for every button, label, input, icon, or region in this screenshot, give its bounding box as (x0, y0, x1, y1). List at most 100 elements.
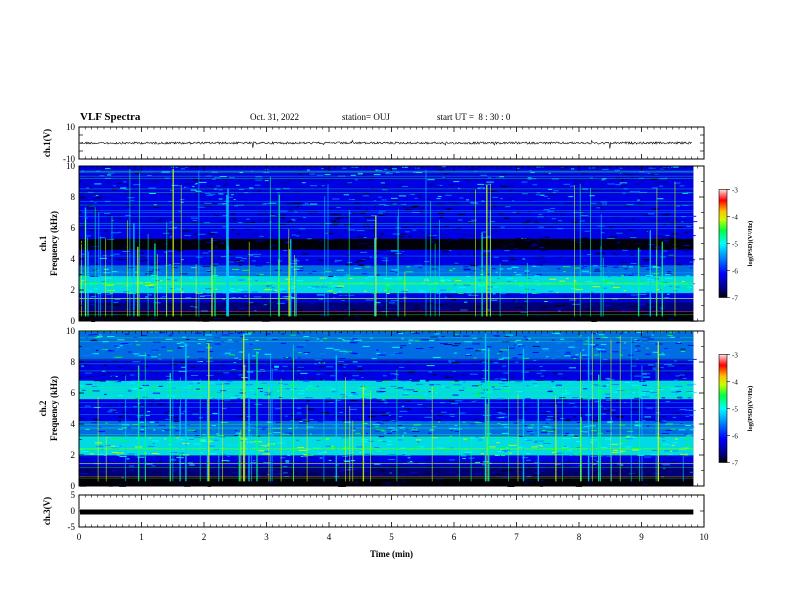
ch2-speckle (229, 349, 233, 351)
ch1-speckle (422, 255, 427, 257)
ch2-speckle (374, 479, 377, 481)
ch2-speckle (450, 440, 455, 442)
ch2-speckle (676, 397, 683, 399)
ch1-speckle (515, 290, 519, 292)
ch1-speckle (532, 242, 536, 244)
ch1-speckle (385, 285, 391, 287)
ch1-speckle (507, 281, 511, 283)
ch2-speckle (266, 339, 273, 340)
ch2-speckle (117, 366, 123, 368)
ch2-speckle (165, 478, 172, 480)
ch2-speckle (139, 483, 142, 485)
ch2-speckle (622, 451, 631, 453)
ch2-speckle (320, 378, 323, 380)
ch1-speckle (259, 196, 264, 198)
ch2-speckle (557, 373, 563, 375)
ch1-speckle (316, 174, 324, 176)
ch1-speckle (572, 303, 580, 305)
ch2-speckle (448, 426, 455, 428)
ch2-speckle (120, 343, 129, 344)
ch1-speckle (434, 238, 440, 240)
ch1-speckle (468, 294, 472, 296)
ch2-speckle (501, 366, 510, 368)
ch2-speckle (197, 382, 201, 384)
ch2-speckle (335, 360, 339, 362)
ch2-speckle (127, 390, 132, 392)
ch2-speckle (289, 464, 293, 466)
ch2-speckle (303, 381, 310, 382)
ch1-speckle (380, 233, 384, 235)
ch1-speckle (222, 203, 227, 205)
ch1-speckle (437, 195, 442, 197)
ch2-speckle (79, 385, 85, 387)
ch2-speckle (109, 463, 117, 465)
ch1-speckle (203, 205, 211, 207)
ch2-speckle (87, 478, 91, 480)
ch2-speckle (252, 460, 256, 462)
ch2-speckle (209, 472, 214, 474)
ch1-speckle (361, 273, 368, 275)
ch2-speckle (530, 379, 539, 381)
ch1-speckle (280, 214, 288, 216)
ch2-speckle (526, 377, 534, 379)
ch2-speckle (349, 341, 355, 343)
ch2-speckle (158, 424, 166, 426)
ch2-speckle (372, 398, 377, 400)
ch2-speckle (101, 348, 106, 350)
ch1-speckle (547, 226, 554, 228)
ch1-speckle (175, 166, 179, 168)
ch2-speckle (226, 408, 232, 410)
station-label: station= OUJ (342, 112, 390, 122)
ch1-speckle (557, 268, 561, 270)
ch2-speckle (533, 472, 538, 474)
ch1-speckle (136, 295, 141, 296)
ch2-speckle (680, 382, 688, 384)
ch2-speckle (605, 438, 612, 440)
ch1-speckle (348, 304, 355, 306)
ch2-speckle (94, 442, 103, 444)
ch1-speckle (295, 270, 304, 272)
ch1-speckle (254, 310, 257, 312)
ch2-speckle (570, 405, 574, 407)
ch1-speckle (386, 287, 391, 289)
ch2-speckle (551, 452, 556, 454)
ch1-speckle (508, 256, 515, 258)
ch2-speckle (89, 453, 95, 455)
ch1-speckle (647, 279, 655, 281)
ch1-speckle (648, 213, 655, 215)
ch1-speckle (116, 222, 123, 224)
ch1-speckle (305, 259, 309, 261)
ch1-speckle (80, 280, 85, 282)
ch1-speckle (627, 232, 634, 234)
ch2-speckle (347, 454, 354, 456)
ch1-speckle (383, 317, 390, 319)
ch1-speckle (363, 192, 369, 194)
ch2-speckle (365, 388, 370, 390)
ch2-speckle (153, 471, 157, 473)
ch1-speckle (101, 281, 109, 283)
ch1-speckle (255, 280, 258, 282)
ch2-speckle (632, 391, 636, 393)
ch1-speckle (253, 253, 262, 255)
ch1-speckle (427, 303, 430, 305)
ch2-speckle (542, 412, 549, 414)
ch2-speckle (619, 424, 626, 426)
ch2-speckle (335, 357, 340, 359)
ch2-speckle (636, 331, 643, 333)
ch2-speckle (646, 407, 653, 409)
ch1-speckle (548, 188, 553, 190)
ch2-speckle (474, 422, 482, 423)
ch2-speckle (495, 454, 500, 456)
ch2-speckle (338, 364, 344, 366)
ch1-speckle (164, 243, 168, 245)
ch2-speckle (134, 355, 140, 357)
ch1-speckle (89, 207, 98, 209)
ch1-speckle (370, 211, 379, 213)
ch1-speckle (537, 266, 544, 268)
ch1-speckle (535, 211, 544, 213)
ch1-speckle (609, 236, 618, 238)
ch1-speckle (165, 229, 171, 231)
ch2-speckle (668, 367, 676, 369)
ch1-speckle (95, 263, 99, 265)
ch2-speckle (475, 350, 481, 352)
